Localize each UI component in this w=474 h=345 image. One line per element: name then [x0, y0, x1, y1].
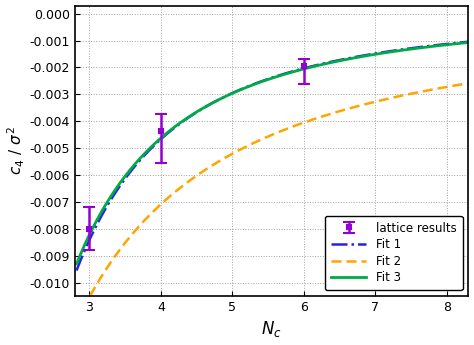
- Fit 2: [305, 119, 310, 124]
- Fit 3: [336, 59, 341, 63]
- Line: Fit 2: Fit 2: [76, 83, 468, 322]
- Fit 1: [143, 152, 149, 156]
- Fit 3: [143, 150, 149, 154]
- Fit 3: [305, 66, 310, 70]
- Fit 3: [251, 82, 257, 87]
- Fit 1: [465, 40, 471, 44]
- Fit 2: [465, 81, 471, 85]
- Fit 2: [143, 217, 149, 221]
- Line: Fit 3: Fit 3: [76, 42, 468, 264]
- Fit 2: [336, 109, 341, 114]
- Fit 1: [369, 52, 374, 56]
- Fit 1: [174, 124, 180, 128]
- Y-axis label: $c_4\ /\ \sigma^2$: $c_4\ /\ \sigma^2$: [6, 126, 27, 175]
- Fit 1: [336, 58, 341, 62]
- Fit 2: [251, 141, 257, 145]
- Legend: lattice results, Fit 1, Fit 2, Fit 3: lattice results, Fit 1, Fit 2, Fit 3: [325, 216, 463, 290]
- Fit 3: [73, 262, 79, 266]
- Fit 3: [369, 53, 374, 57]
- Fit 1: [73, 268, 79, 273]
- Fit 2: [174, 188, 180, 192]
- Fit 2: [369, 100, 374, 105]
- Fit 2: [73, 320, 79, 324]
- Fit 1: [305, 65, 310, 69]
- Line: Fit 1: Fit 1: [76, 42, 468, 270]
- X-axis label: $N_c$: $N_c$: [262, 319, 282, 339]
- Fit 3: [465, 40, 471, 45]
- Fit 1: [251, 82, 257, 86]
- Fit 3: [174, 123, 180, 127]
